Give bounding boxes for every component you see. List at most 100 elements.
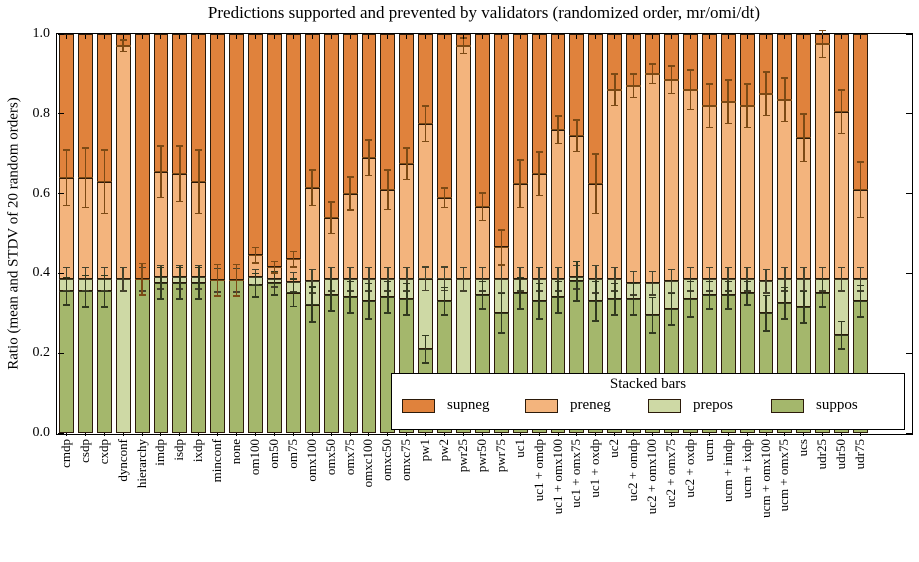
legend-swatch-prepos (648, 398, 681, 413)
errorbar-suppos-uc2-cap-bottom (611, 314, 619, 316)
errorbar-prepos-omx100-mean (304, 280, 320, 283)
errorbar-suppos-ucm-omx100-cap-bottom (762, 330, 770, 332)
errorbar-preneg-ucm-imdp-cap-bottom (724, 122, 732, 125)
x-label-uc2-omdp: uc2 + omdp (625, 439, 641, 502)
errorbar-suppos-omx100-cap-top (308, 286, 316, 288)
legend-entry-supneg: supneg (402, 397, 525, 414)
x-label-ucm-ixdp: ucm + ixdp (738, 439, 754, 499)
errorbar-prepos-uc1-oxdp-mean (588, 278, 604, 281)
x-label-ucm: ucm (700, 439, 716, 462)
x-tickmark-top (425, 35, 427, 39)
x-tickmark-top (255, 35, 257, 39)
errorbar-prepos-imdp-cap-top (157, 264, 165, 267)
x-tickmark-top (368, 35, 370, 39)
x-tickmark-top (463, 35, 464, 39)
errorbar-suppos-ixdp-cap-bottom (195, 298, 203, 300)
y-tick-label-0.4: 0.4 (32, 265, 51, 281)
errorbar-preneg-omx50-cap-top (327, 201, 335, 203)
chart-title: Predictions supported and prevented by v… (207, 3, 761, 22)
errorbar-preneg-uc2-cap-top (611, 73, 619, 75)
x-label-uc2: uc2 (606, 439, 622, 458)
errorbar-prepos-uc1-omdp-mean (531, 278, 547, 281)
x-tickmark-bottom (65, 433, 67, 436)
x-tickmark-bottom (122, 433, 124, 436)
y-axis-label: Ratio (mean and STDV of 20 random orders… (5, 97, 22, 370)
errorbar-preneg-ucm-ixdp-cap-bottom (743, 126, 751, 129)
errorbar-preneg-imdp-mean (153, 171, 169, 173)
errorbar-suppos-omxc100-cap-top (365, 282, 373, 285)
bar-segment-suppos-omx75 (342, 297, 358, 433)
errorbar-preneg-omx75-mean (342, 193, 358, 195)
errorbar-suppos-uc1-omx100-cap-bottom (554, 312, 562, 314)
x-tickmark-top (784, 35, 786, 39)
x-tickmark-bottom (727, 433, 729, 436)
x-tickmark-bottom (481, 433, 483, 436)
bar-segment-preneg-uc1-omx100 (550, 129, 566, 280)
x-tickmark-top (387, 35, 389, 39)
errorbar-preneg-ucs-cap-bottom (800, 160, 808, 163)
errorbar-suppos-uc1-oxdp-cap-bottom (592, 320, 600, 322)
errorbar-preneg-omxc100-mean (361, 157, 377, 159)
errorbar-prepos-om100-cap-top (252, 268, 260, 271)
errorbar-preneg-csdp-mean (77, 177, 93, 179)
errorbar-suppos-csdp-cap-top (81, 274, 89, 277)
errorbar-preneg-uc2-omx100-mean (645, 73, 661, 75)
errorbar-suppos-ixdp-mean (191, 282, 207, 285)
y-tickmark-left (58, 432, 64, 434)
errorbar-preneg-cxdp-cap-top (100, 149, 108, 151)
errorbar-prepos-pwr75-mean (493, 278, 509, 281)
errorbar-prepos-pw1-mean (418, 278, 434, 280)
errorbar-preneg-ucm-mean (701, 105, 717, 107)
x-tickmark-top (273, 35, 275, 39)
bar-segment-supneg-omx50 (323, 34, 339, 218)
x-tickmark-top (160, 35, 162, 39)
errorbar-preneg-uc1-omdp-cap-top (535, 151, 543, 153)
errorbar-prepos-uc2-oxdp-cap-top (686, 266, 694, 269)
bar-segment-suppos-imdp (153, 283, 169, 433)
errorbar-prepos-pw2-cap-top (441, 266, 449, 268)
errorbar-suppos-udr50-mean (834, 334, 850, 336)
x-label-udr50: udr50 (833, 439, 849, 470)
x-label-uc2-omx75: uc2 + omx75 (662, 439, 678, 508)
errorbar-suppos-uc2-omx75-mean (664, 308, 679, 310)
errorbar-prepos-uc2-oxdp-mean (682, 278, 698, 281)
errorbar-suppos-pw2-cap-bottom (441, 314, 449, 316)
errorbar-preneg-uc1-omx100-cap-bottom (554, 142, 562, 145)
y-tick-label-0.6: 0.6 (32, 185, 51, 201)
errorbar-suppos-pw1-cap-top (422, 334, 430, 337)
x-tickmark-top (803, 35, 805, 39)
errorbar-preneg-om100-mean (248, 254, 263, 257)
errorbar-suppos-cmdp-cap-top (62, 276, 70, 279)
x-tickmark-bottom (330, 433, 332, 436)
x-tickmark-top (576, 35, 578, 39)
x-tickmark-bottom (406, 433, 408, 436)
y-tick-label-0.2: 0.2 (32, 345, 51, 361)
bar-segment-suppos-omxc100 (361, 301, 377, 433)
errorbar-prepos-omxc100-cap-top (365, 266, 373, 269)
x-tickmark-bottom (292, 433, 294, 436)
errorbar-suppos-udr50-cap-bottom (838, 348, 846, 350)
errorbar-suppos-imdp-cap-top (157, 266, 165, 269)
errorbar-suppos-uc1-cap-top (516, 276, 524, 279)
errorbar-suppos-uc2-omdp-mean (626, 298, 642, 301)
bar-segment-supneg-omxc75 (399, 34, 415, 164)
errorbar-preneg-uc1-omdp-mean (531, 173, 547, 175)
errorbar-suppos-pw2-mean (437, 300, 453, 303)
errorbar-preneg-omxc100-cap-top (365, 139, 373, 141)
errorbar-preneg-uc1-omx100-mean (550, 129, 566, 131)
errorbar-preneg-udr75-cap-bottom (857, 216, 865, 219)
x-tickmark-bottom (803, 433, 805, 436)
errorbar-preneg-imdp-cap-top (157, 145, 165, 147)
x-label-omxc75: omxc75 (398, 439, 414, 481)
errorbar-preneg-ucm-cap-bottom (705, 126, 713, 129)
errorbar-suppos-omxc50-cap-bottom (384, 312, 392, 314)
errorbar-suppos-ucm-ixdp-mean (739, 292, 755, 295)
errorbar-preneg-uc1-omx75-cap-bottom (573, 150, 581, 153)
bar-segment-preneg-ucm-omx100 (758, 93, 774, 282)
bar-segment-suppos-omx100 (304, 304, 320, 433)
errorbar-suppos-uc1-mean (512, 292, 528, 295)
errorbar-preneg-udr75-mean (853, 189, 868, 191)
x-tickmark-top (727, 35, 729, 39)
bar-segment-supneg-om100 (248, 34, 263, 256)
errorbar-prepos-pw1-cap-top (422, 266, 430, 268)
